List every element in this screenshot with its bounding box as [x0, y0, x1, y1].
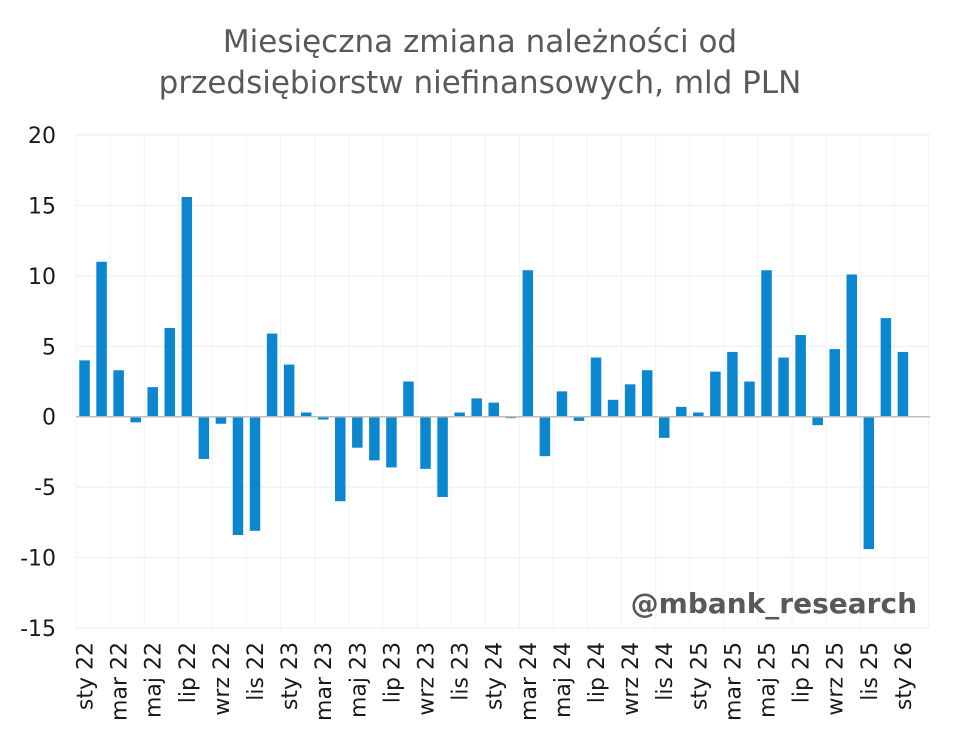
- bars-group: [79, 196, 909, 550]
- x-axis: sty 22 mar 22 maj 22 lip 22 wrz 22 lis 22 sty …: [74, 415, 930, 721]
- bar: [812, 416, 823, 426]
- y-tick-label: -10: [20, 547, 56, 572]
- bar: [607, 399, 619, 417]
- bar: [761, 270, 772, 417]
- bar: [249, 416, 261, 531]
- bar: [471, 398, 482, 417]
- bar: [300, 412, 312, 417]
- bar: [693, 412, 704, 417]
- bar: [590, 357, 602, 417]
- y-tick-label: 5: [42, 335, 56, 360]
- x-tick-label: sty 23: [278, 642, 303, 710]
- bar: [522, 270, 534, 417]
- x-tick-label: wrz 22: [210, 642, 235, 716]
- bar: [437, 416, 448, 498]
- bar: [829, 349, 840, 417]
- bar: [744, 381, 755, 417]
- y-tick-label: -15: [20, 617, 56, 642]
- x-tick-label: mar 23: [312, 642, 337, 721]
- bar: [556, 391, 568, 417]
- bar: [573, 416, 585, 421]
- x-tick-label: lip 22: [176, 642, 201, 703]
- x-tick-label: lis 22: [244, 642, 269, 701]
- bar: [488, 402, 499, 417]
- bar: [641, 370, 653, 417]
- x-tick-label: lis 23: [449, 642, 474, 701]
- x-tick-label: sty 22: [74, 642, 99, 710]
- bar: [539, 416, 551, 457]
- bar: [164, 327, 176, 417]
- bar: [676, 406, 687, 417]
- bar: [403, 381, 414, 417]
- chart-title-line2: przedsiębiorstw niefinansowych, mld PLN: [158, 65, 802, 101]
- x-tick-label: mar 25: [721, 642, 746, 721]
- bar: [130, 416, 141, 423]
- bar: [369, 416, 380, 461]
- bar: [863, 416, 875, 550]
- bar: [352, 416, 363, 448]
- x-tick-label: lip 24: [585, 642, 610, 703]
- x-tick-label: sty 25: [687, 642, 712, 710]
- chart-title-line1: Miesięczna zmiana należności od: [222, 24, 738, 60]
- grid-lines: [75, 134, 930, 629]
- bar: [386, 416, 397, 468]
- x-tick-label: lip 25: [790, 642, 815, 703]
- bar: [215, 416, 227, 424]
- bar: [624, 384, 636, 417]
- x-tick-label: wrz 24: [619, 642, 644, 716]
- y-tick-label: 20: [28, 124, 56, 149]
- x-tick-label: lis 24: [653, 642, 678, 701]
- bar: [897, 351, 909, 417]
- y-tick-label: 15: [28, 194, 56, 219]
- bar: [727, 351, 738, 417]
- bar: [147, 387, 158, 417]
- bar: [454, 412, 465, 417]
- x-tick-label: sty 24: [483, 642, 508, 710]
- bar: [181, 196, 193, 417]
- x-tick-label: mar 24: [517, 642, 542, 721]
- bar: [317, 416, 329, 420]
- bar: [232, 416, 244, 536]
- bar: [113, 370, 124, 417]
- bar: [880, 318, 892, 417]
- bar: [778, 357, 789, 417]
- x-tick-label: mar 22: [108, 642, 133, 721]
- bar: [198, 416, 210, 459]
- y-tick-label: 10: [28, 265, 56, 290]
- x-tick-label: wrz 25: [824, 642, 849, 716]
- x-tick-label: maj 24: [551, 642, 576, 718]
- bar: [795, 335, 806, 417]
- bar: [79, 360, 90, 417]
- x-tick-label: lip 23: [380, 642, 405, 703]
- x-tick-label: maj 22: [142, 642, 167, 718]
- bar: [420, 416, 431, 469]
- y-axis: 20 15 10 5 0 -5 -10 -15: [20, 124, 56, 642]
- y-tick-label: 0: [42, 406, 56, 431]
- bar: [266, 333, 278, 417]
- watermark-text: @mbank_research: [631, 587, 917, 620]
- x-tick-label: sty 26: [892, 642, 917, 710]
- x-tick-label: wrz 23: [415, 642, 440, 716]
- y-tick-label: -5: [34, 476, 56, 501]
- x-tick-label: maj 25: [756, 642, 781, 718]
- bar: [658, 416, 670, 438]
- bar: [710, 371, 721, 417]
- bar: [846, 274, 858, 417]
- x-tick-label: lis 25: [858, 642, 883, 701]
- x-tick-label: maj 23: [346, 642, 371, 718]
- chart-title: Miesięczna zmiana należności od przedsię…: [0, 22, 960, 104]
- bar: [335, 416, 346, 502]
- bar: [96, 261, 107, 417]
- bar: [283, 364, 295, 417]
